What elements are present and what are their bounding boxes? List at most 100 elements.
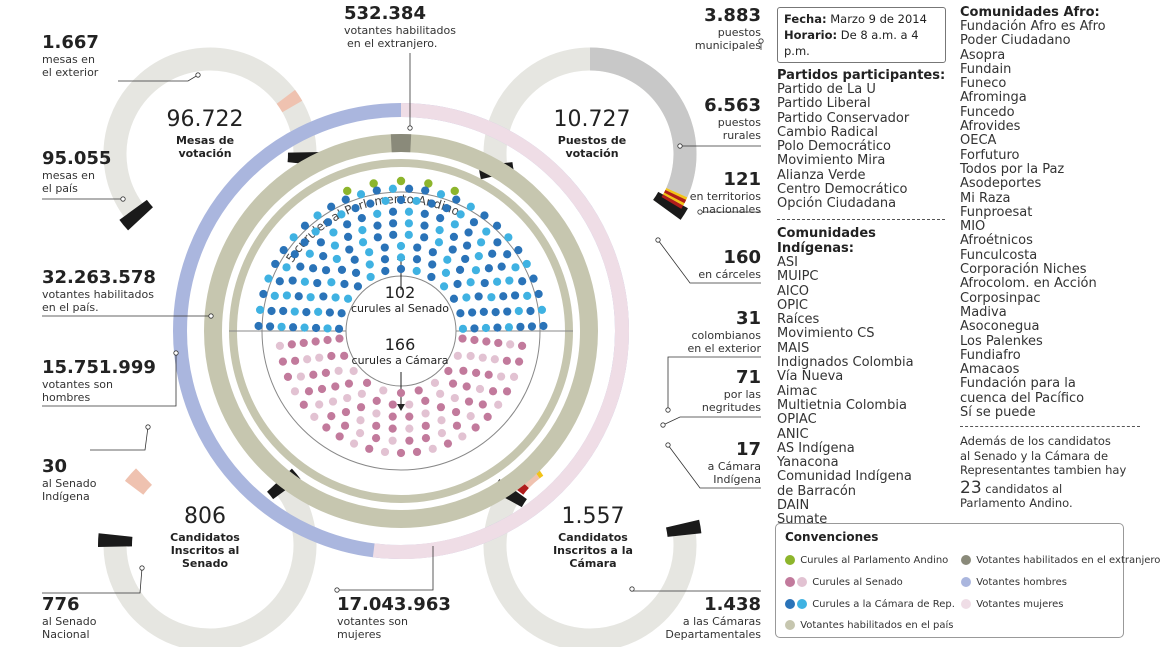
camara-seat — [389, 230, 398, 239]
camara-seat — [479, 307, 488, 316]
senado-seat — [494, 338, 503, 348]
callout-negritudes: 71 por las negritudes — [641, 368, 761, 415]
partidos-item: Polo Democrático — [777, 139, 891, 155]
callout-line-1: al Senado — [42, 615, 97, 628]
camara-seat — [282, 263, 291, 272]
indigenas-item: AICO — [777, 283, 810, 299]
camara-seat — [499, 292, 508, 301]
callout-line-1: colombianos — [691, 329, 762, 342]
afro-item: Fundain — [960, 61, 1012, 77]
leader-line — [667, 444, 761, 489]
leader-dot — [334, 587, 340, 593]
camara-seat — [279, 245, 288, 255]
camara-seat — [311, 323, 321, 333]
camara-seat — [389, 219, 398, 228]
leader-dot — [195, 72, 201, 78]
partidos-item: Partido Conservador — [777, 110, 910, 126]
senado-seat — [471, 423, 480, 432]
senado-seat — [304, 387, 314, 396]
indigenas-item: de Barracón — [777, 483, 857, 499]
camara-seat — [442, 204, 451, 213]
camara-seat — [323, 324, 332, 333]
camara-seat — [462, 293, 471, 302]
callout-value: 532.384 — [344, 3, 426, 24]
senado-seat — [506, 340, 515, 349]
callout-line-2: negritudes — [701, 401, 761, 414]
senado-seat — [365, 444, 374, 453]
callout-votantes-pais: 32.263.578 votantes habilitados en el pa… — [42, 268, 156, 315]
camara-seat — [388, 184, 397, 193]
callout-line-1: votantes son — [42, 378, 114, 391]
afro-item: Funeco — [960, 76, 1007, 92]
leader-line — [42, 353, 177, 407]
camara-seat — [480, 211, 489, 220]
callout-line-2: Departamentales — [665, 628, 761, 641]
camara-seat — [526, 306, 535, 316]
callout-line-2: Nacional — [42, 628, 90, 641]
camara-seat — [300, 238, 309, 247]
camara-seat — [504, 233, 513, 242]
leader-dot — [139, 565, 145, 571]
camara-seat — [365, 260, 374, 269]
callout-line-2: Indígena — [42, 490, 90, 503]
camara-seat — [288, 276, 297, 285]
camara-seat — [331, 293, 340, 302]
camara-seat — [514, 306, 523, 316]
leader-dot — [660, 422, 666, 428]
senado-seat — [291, 356, 300, 365]
camara-seat — [290, 307, 299, 316]
camara-seat — [319, 252, 328, 261]
camara-seat — [332, 254, 341, 264]
camara-seat — [503, 307, 512, 316]
senado-seat — [327, 351, 336, 361]
callout-line-1: puestos — [717, 116, 761, 129]
leader-lines — [42, 38, 764, 594]
senado-seat — [349, 439, 359, 448]
camara-seat — [300, 323, 309, 332]
camara-center-label: 166 curules a Cámara — [343, 336, 457, 368]
camara-seat — [471, 266, 481, 275]
camara-seat — [464, 228, 473, 237]
voters-mujeres-ring — [372, 103, 629, 559]
senado-seat — [335, 432, 344, 441]
callout-municipales: 3.883 puestos municipales — [641, 6, 761, 53]
partidos-item: Partido de La U — [777, 82, 876, 97]
camara-seat — [365, 248, 374, 257]
camara-seat — [503, 250, 512, 259]
leader-line — [42, 567, 143, 594]
afro-item: Afrominga — [960, 90, 1027, 106]
camara-seat — [296, 262, 305, 271]
camara-seat — [404, 230, 413, 239]
camara-seat — [488, 249, 497, 258]
senado-seat — [483, 412, 492, 421]
senado-seat — [287, 340, 296, 349]
camara-seat — [497, 262, 506, 271]
senado-seat — [317, 384, 327, 394]
partidos-title: Partidos participantes: — [777, 68, 946, 83]
senado-seat — [436, 403, 446, 412]
callout-mujeres: 17.043.963 votantes son mujeres — [337, 595, 451, 642]
indigenas-item: Indignados Colombia — [777, 355, 914, 371]
leader-line — [631, 588, 761, 592]
camara-seat — [327, 278, 336, 287]
senado-seat — [494, 400, 503, 409]
indigenas-item: MUIPC — [777, 269, 819, 285]
callout-line-1: en cárceles — [698, 268, 761, 281]
afro-item: Sí se puede — [960, 405, 1036, 421]
andino-seat — [424, 179, 433, 188]
leader-line — [90, 426, 149, 451]
senado-seat — [343, 393, 352, 403]
afro-item: Funproesat — [960, 204, 1033, 220]
camara-seat — [325, 308, 334, 317]
senado-seat — [470, 335, 479, 345]
senado-seat — [502, 387, 512, 396]
senado-seat — [430, 378, 440, 387]
afro-item: Asodeportes — [960, 176, 1042, 192]
senado-seat — [341, 407, 351, 417]
camara-seat — [345, 245, 354, 254]
camara-seat — [290, 250, 299, 259]
camara-seat-label: curules a Cámara — [351, 354, 449, 367]
callout-camara-indigena: 17 a Cámara Indígena — [641, 440, 761, 487]
legend-item-extranjero: Votantes habilitados en el extranjero — [961, 554, 1160, 568]
senado-seat — [335, 334, 344, 343]
